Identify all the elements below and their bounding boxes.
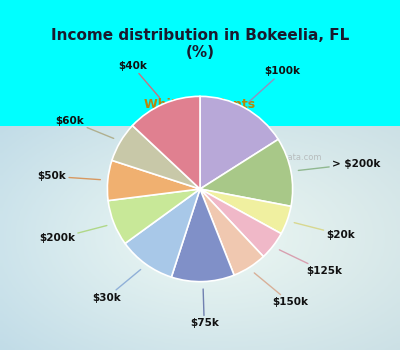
- Text: ⓘ City-Data.com: ⓘ City-Data.com: [254, 153, 322, 162]
- Text: $60k: $60k: [56, 116, 114, 139]
- Text: $20k: $20k: [294, 223, 355, 239]
- Wedge shape: [171, 189, 234, 282]
- Wedge shape: [200, 96, 278, 189]
- Wedge shape: [107, 160, 200, 201]
- Wedge shape: [200, 189, 264, 275]
- Wedge shape: [112, 126, 200, 189]
- Text: > $200k: > $200k: [298, 159, 380, 170]
- Text: $40k: $40k: [118, 61, 160, 98]
- Text: $150k: $150k: [254, 273, 308, 307]
- Text: $200k: $200k: [39, 225, 107, 244]
- Wedge shape: [200, 189, 291, 234]
- Wedge shape: [108, 189, 200, 244]
- Text: $100k: $100k: [249, 66, 301, 102]
- Text: $125k: $125k: [279, 250, 342, 276]
- Wedge shape: [200, 139, 293, 206]
- Text: $50k: $50k: [38, 172, 100, 181]
- Wedge shape: [132, 96, 200, 189]
- Wedge shape: [200, 189, 281, 257]
- Text: Income distribution in Bokeelia, FL
(%): Income distribution in Bokeelia, FL (%): [51, 28, 349, 60]
- Wedge shape: [125, 189, 200, 277]
- Text: White residents: White residents: [144, 98, 256, 111]
- Text: $30k: $30k: [92, 270, 141, 303]
- Text: $75k: $75k: [190, 289, 219, 328]
